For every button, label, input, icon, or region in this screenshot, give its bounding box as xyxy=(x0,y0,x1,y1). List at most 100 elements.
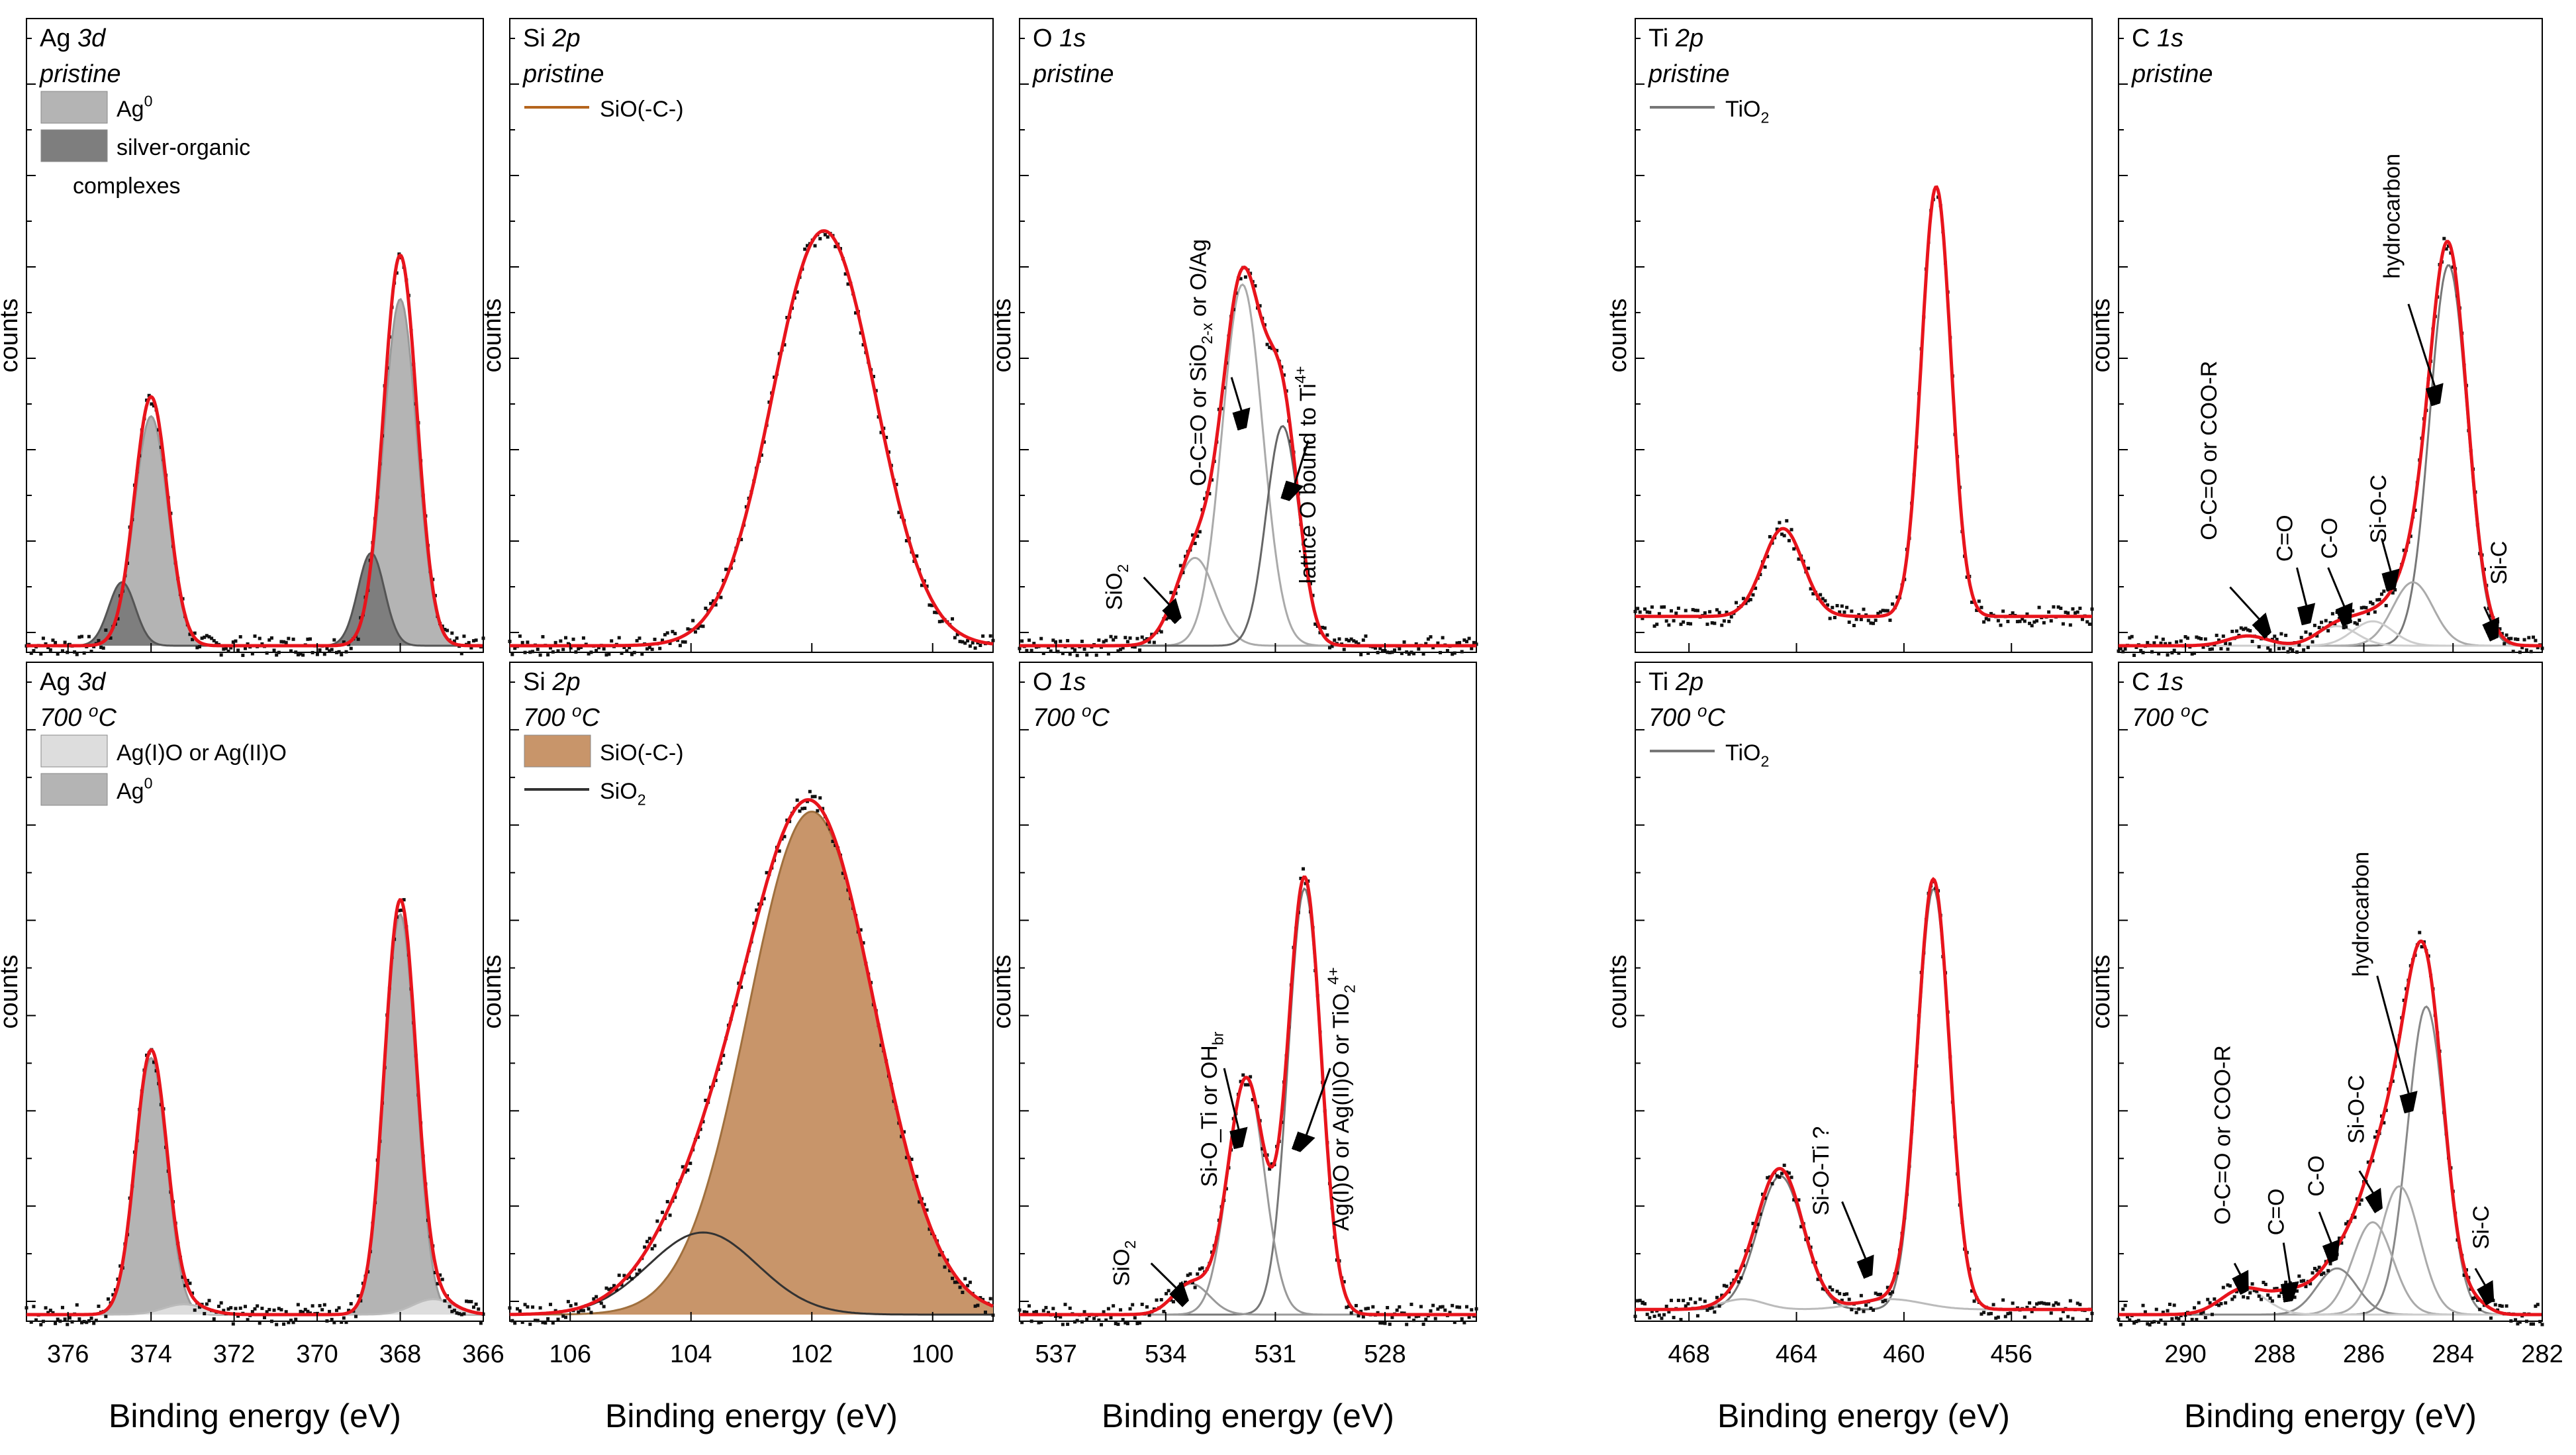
data-point xyxy=(1047,1311,1051,1315)
data-point xyxy=(77,635,81,639)
data-point xyxy=(2197,1301,2201,1305)
data-point xyxy=(1474,1307,1478,1311)
data-point xyxy=(1987,1312,1991,1316)
data-point xyxy=(73,650,77,654)
data-point xyxy=(1140,1303,1144,1307)
data-point xyxy=(795,290,799,294)
fit-envelope xyxy=(510,229,994,648)
data-point xyxy=(231,1322,235,1326)
data-point xyxy=(1727,619,1731,623)
data-point xyxy=(798,809,802,813)
data-point xyxy=(1864,1303,1868,1307)
data-point xyxy=(150,402,154,406)
data-point xyxy=(963,1277,967,1281)
data-point xyxy=(777,849,781,853)
data-point xyxy=(762,897,766,901)
data-point xyxy=(1453,651,1456,655)
data-point xyxy=(1996,1315,2000,1319)
data-point xyxy=(2364,606,2368,610)
data-point xyxy=(1417,647,1421,651)
data-point xyxy=(581,636,585,640)
data-point xyxy=(1022,1310,1026,1314)
data-point xyxy=(2337,1236,2341,1240)
data-point xyxy=(2342,626,2346,630)
legend-swatch xyxy=(524,734,591,768)
data-point xyxy=(1458,640,1462,644)
data-point xyxy=(1039,636,1043,640)
data-point xyxy=(1193,542,1197,546)
data-point xyxy=(1112,638,1116,642)
data-point xyxy=(546,1317,550,1321)
data-point xyxy=(1386,1305,1390,1309)
data-point xyxy=(334,650,338,654)
data-point xyxy=(818,796,822,800)
annotation-label: O-C=O or COO-R xyxy=(2197,361,2222,540)
annotation-arrow xyxy=(2407,303,2440,401)
annotation-label: Si-O-C xyxy=(2344,1075,2369,1144)
data-point xyxy=(823,232,827,236)
data-point xyxy=(400,908,404,912)
data-point xyxy=(2157,652,2161,656)
data-point xyxy=(1710,1306,1714,1310)
panel-frame xyxy=(509,18,994,653)
data-point xyxy=(937,620,941,624)
data-point xyxy=(1193,1285,1197,1289)
data-point xyxy=(1881,1299,1885,1303)
data-point xyxy=(287,1321,291,1325)
data-point xyxy=(1431,646,1435,650)
data-point xyxy=(1746,599,1750,603)
data-point xyxy=(2379,592,2383,596)
data-point xyxy=(2447,244,2451,248)
annotation-arrow xyxy=(1150,1262,1188,1299)
data-point xyxy=(2170,1317,2174,1321)
annotation-arrow xyxy=(1143,576,1180,617)
data-point xyxy=(1196,1272,1200,1276)
data-point xyxy=(269,1319,273,1323)
data-point xyxy=(1049,649,1053,653)
data-point xyxy=(577,1310,581,1314)
annotation-arrow xyxy=(2327,567,2351,621)
data-point xyxy=(1378,1321,1382,1325)
data-point xyxy=(2141,650,2145,654)
data-point xyxy=(2219,1302,2223,1306)
data-point xyxy=(330,1317,334,1321)
data-point xyxy=(99,645,103,649)
data-point xyxy=(1345,1305,1349,1309)
data-point xyxy=(1196,534,1200,538)
legend-label: TiO2 xyxy=(1725,740,1769,770)
data-point xyxy=(2328,1262,2332,1266)
legend-swatch xyxy=(40,773,108,806)
data-point xyxy=(2344,1222,2348,1226)
data-point xyxy=(595,1295,598,1299)
data-point xyxy=(1059,639,1063,643)
data-point xyxy=(289,649,293,653)
data-point xyxy=(724,568,728,572)
data-point xyxy=(937,1253,941,1257)
data-point xyxy=(1176,1297,1180,1301)
data-point xyxy=(2242,1295,2246,1299)
data-point xyxy=(459,1313,463,1317)
data-point xyxy=(577,647,581,651)
data-point xyxy=(2181,1322,2185,1326)
data-point xyxy=(2215,1302,2218,1306)
data-point xyxy=(2001,609,2005,613)
data-point xyxy=(1872,621,1876,625)
data-point xyxy=(2340,611,2344,615)
data-point xyxy=(2302,648,2306,652)
data-point xyxy=(610,639,614,643)
data-point xyxy=(2190,1317,2194,1321)
data-point xyxy=(859,331,863,335)
data-point xyxy=(991,638,995,642)
panel-title: Ti 2p xyxy=(1648,668,1703,696)
data-point xyxy=(1689,622,1693,626)
data-point xyxy=(1073,1320,1077,1324)
data-point xyxy=(1648,611,1652,615)
data-point xyxy=(277,1307,281,1311)
data-point xyxy=(1970,1289,1974,1293)
data-point xyxy=(1460,1317,1464,1321)
data-point xyxy=(2375,598,2379,602)
data-point xyxy=(2473,1295,2477,1299)
data-point xyxy=(2353,1215,2357,1219)
